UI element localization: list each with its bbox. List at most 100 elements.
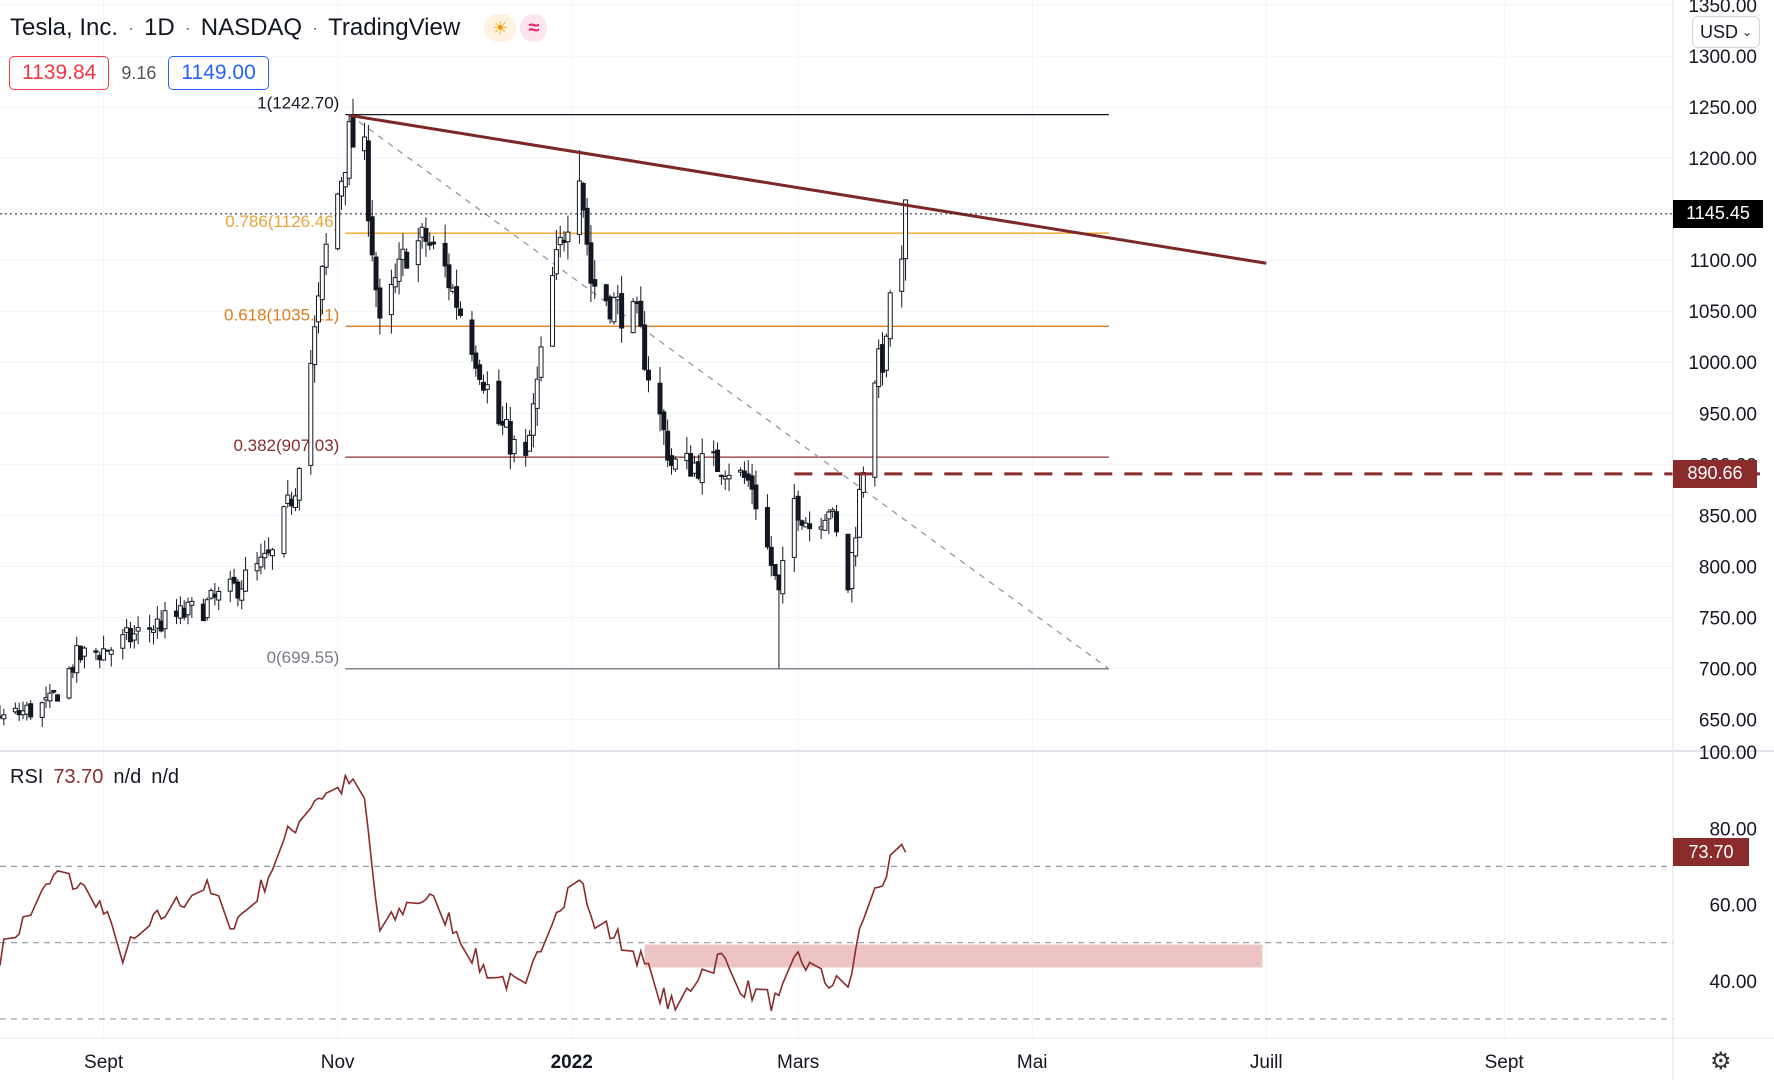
data-feed-icon[interactable]: ≈ [520,14,548,42]
last-price-value: 1145.45 [1686,203,1750,224]
rsi-legend[interactable]: RSI 73.70 n/d n/d [10,766,179,789]
candle-body-98 [527,434,533,452]
candle-body-7 [39,702,45,718]
rsi-tick-label-0: 100.00 [1699,743,1757,764]
interval[interactable]: 1D [144,14,175,41]
market-open-icon[interactable]: ☀ [484,14,517,42]
sell-price-button[interactable]: 1139.84 [9,56,110,90]
fib-label-0: 0(699.55) [267,648,340,667]
rsi-tick-label-2: 60.00 [1709,896,1757,917]
candle-body-133 [715,449,721,473]
candle-body-166 [887,292,893,340]
symbol-header[interactable]: Tesla, Inc. · 1D · NASDAQ · TradingView … [10,14,548,42]
candle-body-59 [315,295,321,323]
candle-body-103 [553,249,559,275]
candle-body-60 [319,265,325,301]
candle-body-114 [611,297,617,323]
candle-body-91 [484,384,490,390]
candle-body-26 [135,627,141,632]
candle-body-52 [281,506,287,555]
candle-body-153 [822,519,828,531]
candle-body-124 [665,430,671,461]
currency-select[interactable]: USD ⌄ [1692,16,1760,48]
candle-body-168 [903,199,909,260]
price-tick-label-10: 850.00 [1699,506,1757,527]
source: TradingView [328,14,461,41]
last-price-tag: 1145.45 [1673,199,1763,228]
candle-body-63 [339,180,345,197]
candle-body-16 [81,647,87,657]
candle-body-134 [718,474,724,477]
symbol-name[interactable]: Tesla, Inc. [10,14,119,41]
candle-body-121 [645,369,651,381]
fib-trend-diagonal [348,114,1110,670]
fib-label-0.618: 0.618(1035.21) [224,305,339,324]
x-tick-label-5: Juill [1250,1052,1283,1073]
fib-label-0.382: 0.382(907.03) [233,436,339,455]
candle-body-68 [365,140,371,222]
x-tick-label-6: Sept [1485,1052,1525,1073]
candle-body-156 [834,511,839,533]
x-tick-label-3: Mars [777,1052,819,1073]
candle-body-83 [446,264,452,289]
rsi-value-tag: 73.70 [1673,838,1749,867]
candle-body-72 [388,283,394,316]
candle-body-81 [431,241,437,245]
price-tick-label-13: 700.00 [1699,659,1757,680]
gear-icon[interactable]: ⚙ [1710,1048,1732,1075]
candle-body-100 [534,378,540,409]
x-tick-label-1: Nov [321,1052,355,1073]
candle-body-123 [661,411,667,431]
candle-body-22 [120,634,126,649]
candle-body-79 [423,228,429,242]
candle-body-158 [849,552,855,590]
candle-body-147 [791,498,797,558]
candle-body-88 [473,352,479,369]
candle-body-144 [772,564,778,577]
candle-body-111 [592,279,598,287]
candle-body-92 [496,380,502,425]
rsi-panel [0,773,1673,1020]
candle-body-65 [346,121,352,179]
buy-price-button[interactable]: 1149.00 [168,56,269,90]
candle-body-12 [66,668,72,699]
candle-body-71 [377,287,383,319]
candle-body-112 [603,284,609,302]
candle-body-136 [726,474,732,480]
candle-body-146 [780,560,786,595]
candle-body-142 [764,507,770,548]
rsi-tick-label-1: 80.00 [1709,819,1757,840]
candle-body-143 [768,546,774,566]
rsi-value: 73.70 [53,766,104,788]
candle-body-101 [538,346,544,378]
price-tick-label-2: 1250.00 [1688,98,1757,119]
rsi-line [0,773,907,1012]
candle-body-161 [860,472,866,493]
candle-body-27 [147,627,153,630]
candle-body-43 [231,576,237,584]
rsi-tick-label-3: 40.00 [1709,972,1757,993]
candle-body-99 [530,403,536,436]
candle-body-19 [101,648,107,661]
rsi-na-2: n/d [151,766,180,788]
candle-body-85 [454,286,460,308]
price-tick-label-8: 950.00 [1699,404,1757,425]
candle-body-28 [150,629,156,633]
candle-body-55 [292,495,298,509]
candle-body-82 [442,242,448,267]
candle-body-117 [630,301,636,334]
candle-body-73 [392,277,398,288]
quote-bar: 1139.84 9.16 1149.00 [9,56,269,90]
candle-body-45 [239,588,245,601]
separator: · [128,17,135,38]
candle-body-66 [350,116,356,148]
rsi-label: RSI [10,766,44,788]
candle-body-69 [369,216,375,256]
chevron-down-icon: ⌄ [1741,25,1753,39]
candle-body-167 [899,258,905,292]
candle-body-126 [672,458,678,470]
candle-body-38 [204,599,210,619]
x-tick-label-4: Mai [1017,1052,1048,1073]
